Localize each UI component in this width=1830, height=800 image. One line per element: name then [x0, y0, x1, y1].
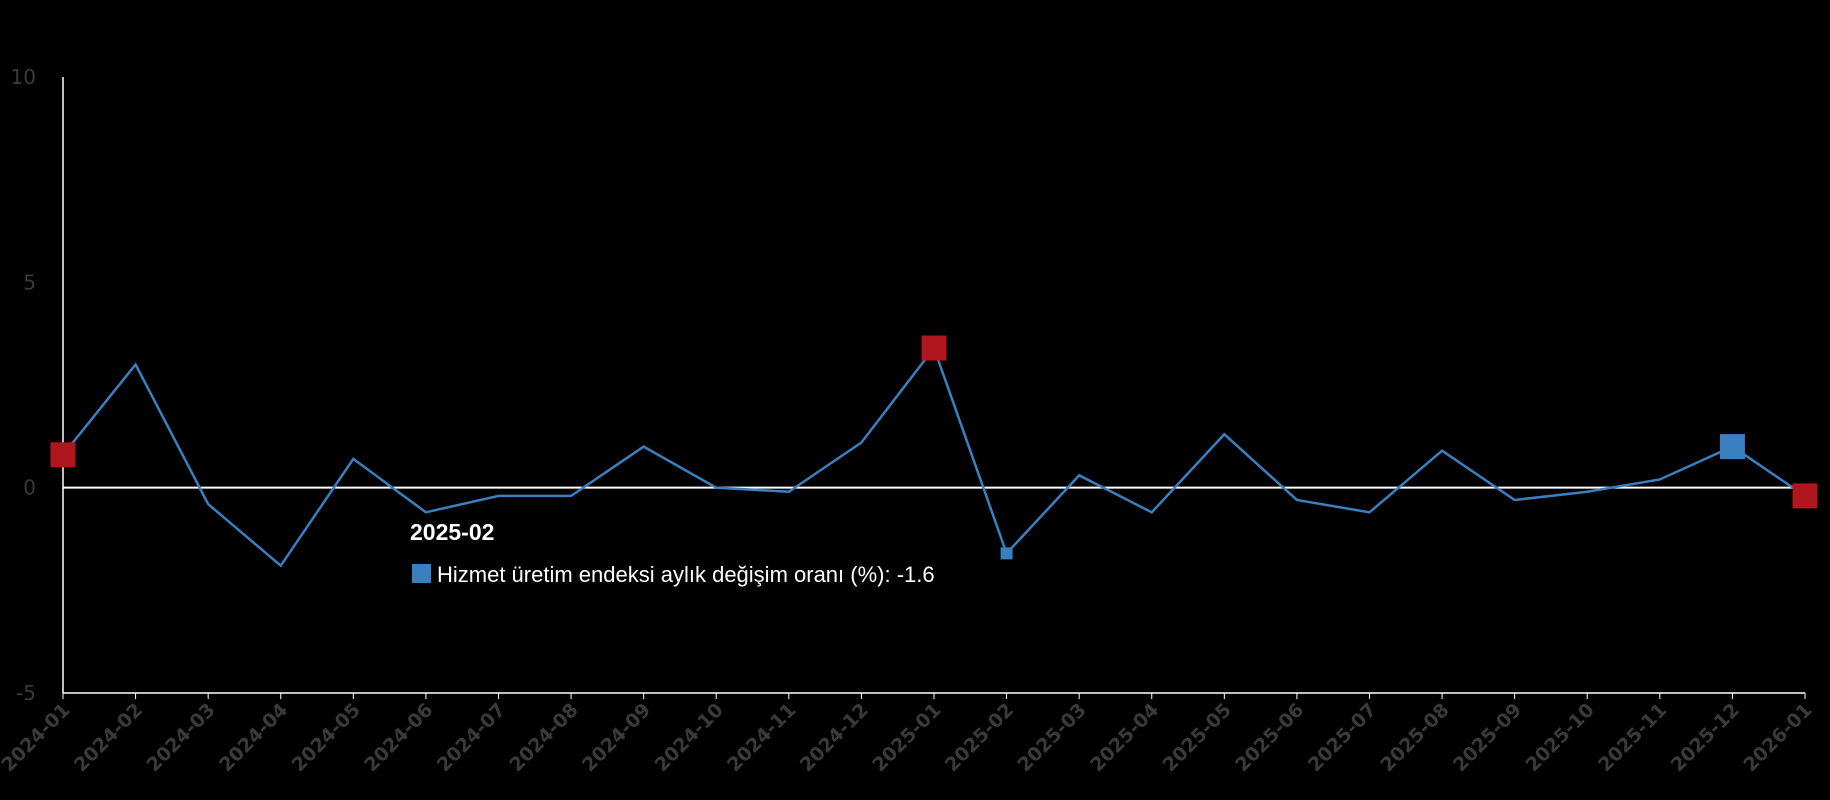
x-tick-label: 2025-01: [868, 699, 945, 776]
data-point: [714, 486, 718, 490]
highlight-marker: [1719, 434, 1745, 460]
data-point: [424, 510, 428, 514]
x-tick-label: 2025-07: [1304, 699, 1381, 776]
x-tick-label: 2025-09: [1449, 699, 1526, 776]
y-tick-label: -5: [16, 681, 36, 705]
highlight-marker: [50, 442, 76, 468]
highlight-markers: [50, 335, 1818, 560]
x-tick-label: 2026-01: [1739, 699, 1816, 776]
data-point: [279, 564, 283, 568]
x-tick-label: 2024-07: [433, 699, 510, 776]
x-tick-label: 2024-08: [505, 699, 582, 776]
data-point: [859, 440, 863, 444]
data-point: [1150, 510, 1154, 514]
x-tick-label: 2024-06: [360, 699, 437, 776]
data-point: [497, 494, 501, 498]
tooltip-category: 2025-02: [410, 519, 494, 545]
x-tick-label: 2024-11: [723, 699, 800, 776]
data-point: [1513, 498, 1517, 502]
data-point: [1658, 477, 1662, 481]
data-point: [351, 457, 355, 461]
x-tick-label: 2024-01: [0, 699, 75, 776]
x-tick-label: 2025-11: [1594, 699, 1671, 776]
x-tick-label: 2024-03: [142, 699, 219, 776]
data-point: [1585, 490, 1589, 494]
highlight-marker: [1792, 483, 1818, 509]
x-tick-label: 2025-02: [941, 699, 1018, 776]
tooltip-legend-swatch: [412, 564, 431, 583]
y-axis: 10 5 0 -5: [11, 65, 64, 705]
tooltip-series-value: Hizmet üretim endeksi aylık değişim oran…: [437, 562, 935, 587]
hover-marker: [1000, 547, 1013, 560]
x-tick-label: 2024-09: [578, 699, 655, 776]
x-tick-label: 2025-06: [1231, 699, 1308, 776]
data-point: [1440, 449, 1444, 453]
x-tick-label: 2025-05: [1159, 699, 1236, 776]
tooltip: 2025-02 Hizmet üretim endeksi aylık deği…: [410, 519, 935, 587]
x-tick-label: 2024-12: [796, 699, 873, 776]
x-tick-label: 2025-04: [1086, 699, 1163, 776]
data-points: [61, 346, 1807, 568]
data-point: [206, 502, 210, 506]
y-tick-label: 5: [23, 270, 36, 294]
x-tick-label: 2025-12: [1667, 699, 1744, 776]
x-tick-label: 2024-10: [651, 699, 728, 776]
x-tick-label: 2025-03: [1013, 699, 1090, 776]
x-tick-label: 2024-04: [215, 699, 292, 776]
highlight-marker: [921, 335, 947, 361]
x-tick-label: 2024-05: [288, 699, 365, 776]
data-point: [1077, 473, 1081, 477]
x-tick-label: 2025-10: [1522, 699, 1599, 776]
data-point: [134, 362, 138, 366]
data-point: [642, 445, 646, 449]
data-point: [1295, 498, 1299, 502]
data-point: [1222, 432, 1226, 436]
data-point: [569, 494, 573, 498]
y-tick-label: 10: [11, 65, 36, 89]
data-point: [1368, 510, 1372, 514]
x-axis: 2024-012024-022024-032024-042024-052024-…: [0, 692, 1817, 776]
series-line: [62, 345, 1806, 568]
x-tick-label: 2024-02: [70, 699, 147, 776]
data-point: [787, 490, 791, 494]
x-tick-label: 2025-08: [1376, 699, 1453, 776]
y-tick-label: 0: [23, 476, 36, 500]
